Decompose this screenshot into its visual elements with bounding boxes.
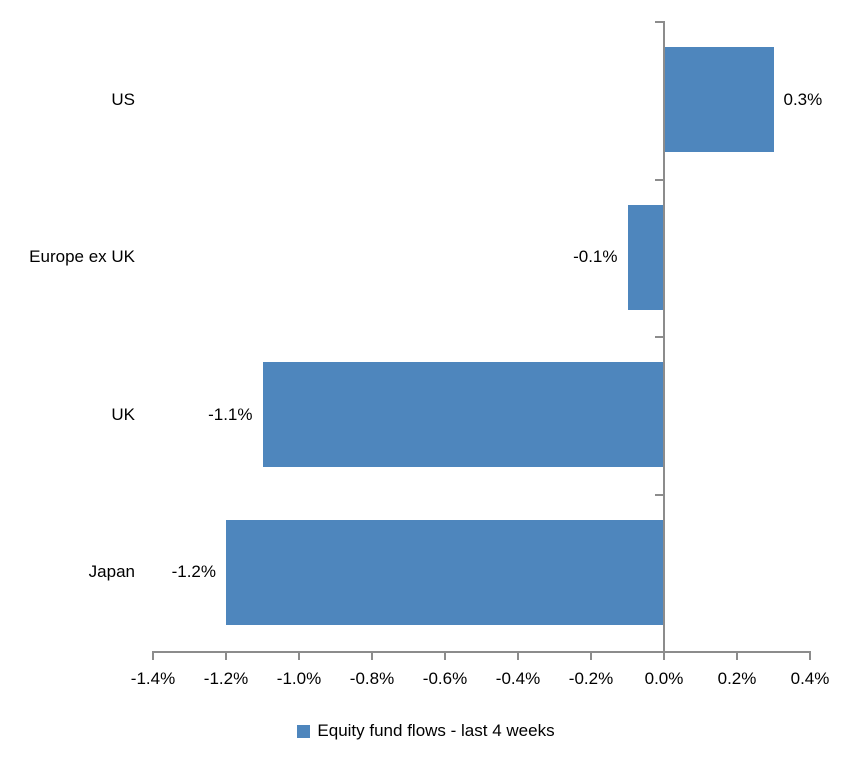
y-axis-zero-line	[663, 21, 665, 660]
legend: Equity fund flows - last 4 weeks	[0, 721, 852, 741]
value-label-uk: -1.1%	[208, 404, 253, 424]
y-axis-tick	[655, 493, 663, 496]
category-label-us: US	[111, 89, 135, 109]
x-tick-label: -0.6%	[422, 669, 468, 688]
bar-europe-ex-uk	[627, 204, 664, 310]
x-tick-label: 0.0%	[644, 669, 684, 688]
x-tick-label: -0.4%	[495, 669, 541, 688]
legend-label: Equity fund flows - last 4 weeks	[317, 721, 555, 740]
x-tick-label: 0.4%	[790, 669, 830, 688]
x-tick	[663, 651, 665, 660]
x-tick-label: -1.4%	[130, 669, 176, 688]
x-tick	[809, 651, 811, 660]
bar-japan	[226, 519, 664, 625]
bar-uk	[262, 362, 664, 468]
value-label-japan: -1.2%	[171, 562, 216, 582]
x-tick	[371, 651, 373, 660]
y-axis-tick	[655, 178, 663, 181]
x-tick-label: -0.8%	[349, 669, 395, 688]
y-axis-tick	[655, 336, 663, 338]
value-label-europe-ex-uk: -0.1%	[573, 247, 618, 267]
x-tick	[444, 651, 446, 660]
bar-us	[664, 47, 774, 153]
x-tick	[590, 651, 592, 660]
x-tick	[517, 651, 519, 660]
x-tick-label: -1.2%	[203, 669, 249, 688]
category-label-uk: UK	[111, 404, 135, 424]
category-label-japan: Japan	[88, 562, 135, 582]
x-tick	[152, 651, 154, 660]
legend-swatch-icon	[297, 724, 311, 738]
category-label-europe-ex-uk: Europe ex UK	[29, 247, 135, 267]
value-label-us: 0.3%	[783, 89, 823, 109]
x-tick-label: -0.2%	[568, 669, 614, 688]
x-tick-label: 0.2%	[717, 669, 757, 688]
x-tick-label: -1.0%	[276, 669, 322, 688]
y-axis-tick	[655, 21, 663, 23]
x-axis-line	[152, 651, 811, 653]
x-tick	[225, 651, 227, 660]
x-tick	[298, 651, 300, 660]
x-tick	[736, 651, 738, 660]
